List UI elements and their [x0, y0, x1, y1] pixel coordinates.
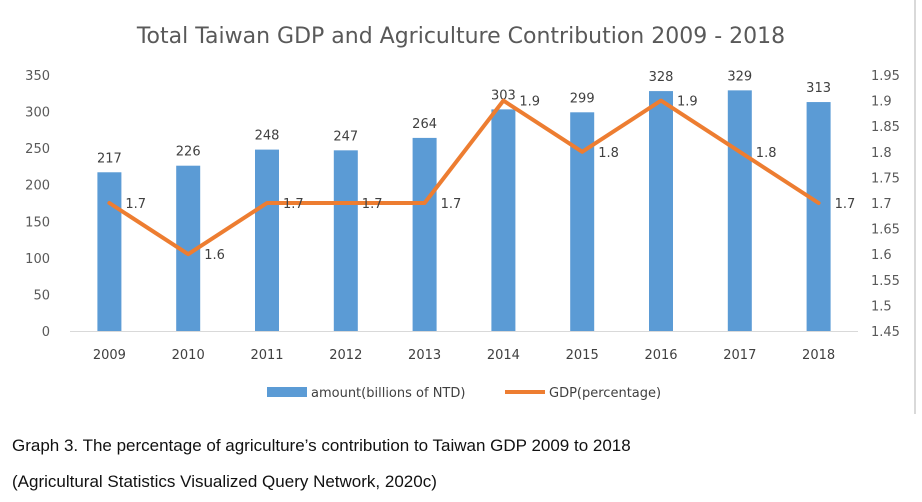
line-data-label: 1.7	[835, 197, 856, 212]
chart-title: Total Taiwan GDP and Agriculture Contrib…	[136, 24, 785, 49]
line-series-gdp	[107, 98, 821, 257]
chart-svg: Total Taiwan GDP and Agriculture Contrib…	[25, 24, 900, 401]
line-data-label: 1.8	[756, 146, 777, 161]
chart-border-right	[914, 0, 916, 414]
y-left-tick-label: 100	[25, 252, 50, 267]
line-data-label: 1.7	[125, 197, 146, 212]
y-right-tick-label: 1.65	[871, 223, 900, 238]
y-left-tick-label: 0	[42, 325, 50, 340]
bar	[491, 109, 516, 332]
x-tick-label: 2009	[93, 348, 126, 363]
y-left-tick-label: 200	[25, 179, 50, 194]
x-tick-label: 2015	[566, 348, 599, 363]
figure-caption: Graph 3. The percentage of agriculture’s…	[12, 436, 631, 455]
x-tick-label: 2018	[802, 348, 835, 363]
line-data-label: 1.6	[204, 248, 225, 263]
bar	[97, 172, 122, 331]
bar-data-label: 303	[491, 88, 516, 103]
line-data-label: 1.9	[677, 95, 698, 110]
legend-label-line: GDP(percentage)	[549, 386, 661, 401]
x-tick-label: 2010	[172, 348, 205, 363]
y-right-tick-label: 1.95	[871, 69, 900, 84]
line-data-label: 1.7	[283, 197, 304, 212]
y-right-tick-label: 1.7	[871, 197, 892, 212]
x-tick-label: 2013	[408, 348, 441, 363]
y-right-tick-label: 1.75	[871, 171, 900, 186]
y-right-tick-label: 1.55	[871, 274, 900, 289]
bar-data-label: 247	[333, 129, 358, 144]
y-right-tick-label: 1.85	[871, 120, 900, 135]
y-left-tick-label: 300	[25, 106, 50, 121]
y-left-tick-label: 250	[25, 142, 50, 157]
line-data-label: 1.7	[362, 197, 383, 212]
line-data-label: 1.8	[598, 146, 619, 161]
bar-data-label: 264	[412, 117, 437, 132]
y-right-tick-label: 1.9	[871, 95, 892, 110]
bar-data-label: 248	[255, 129, 280, 144]
bar	[333, 150, 358, 331]
bar-data-label: 328	[649, 70, 674, 85]
combo-chart: Total Taiwan GDP and Agriculture Contrib…	[25, 24, 900, 401]
x-tick-label: 2011	[250, 348, 283, 363]
bar-data-label: 329	[727, 69, 752, 84]
x-tick-label: 2012	[329, 348, 362, 363]
bar	[649, 91, 673, 331]
figure-source: (Agricultural Statistics Visualized Quer…	[12, 472, 437, 491]
y-left-tick-label: 350	[25, 69, 50, 84]
x-tick-label: 2016	[644, 348, 677, 363]
y-left-tick-label: 50	[33, 288, 50, 303]
line-data-label: 1.7	[441, 197, 462, 212]
y-right-tick-label: 1.45	[871, 325, 900, 340]
bar-data-label: 226	[176, 145, 201, 160]
x-tick-label: 2014	[487, 348, 520, 363]
y-left-tick-label: 150	[25, 215, 50, 230]
bar	[255, 149, 279, 331]
legend-label-bar: amount(billions of NTD)	[311, 386, 465, 401]
bar	[806, 102, 831, 331]
bar	[412, 137, 437, 331]
legend-swatch-bar	[267, 387, 307, 397]
bar-data-label: 313	[806, 81, 831, 96]
bar-data-label: 217	[97, 151, 122, 166]
line-data-label: 1.9	[519, 95, 540, 110]
y-right-tick-label: 1.5	[871, 299, 892, 314]
y-right-tick-label: 1.6	[871, 248, 892, 263]
x-tick-label: 2017	[723, 348, 756, 363]
bar	[727, 90, 752, 331]
y-right-tick-label: 1.8	[871, 146, 892, 161]
bar-data-label: 299	[570, 91, 595, 106]
